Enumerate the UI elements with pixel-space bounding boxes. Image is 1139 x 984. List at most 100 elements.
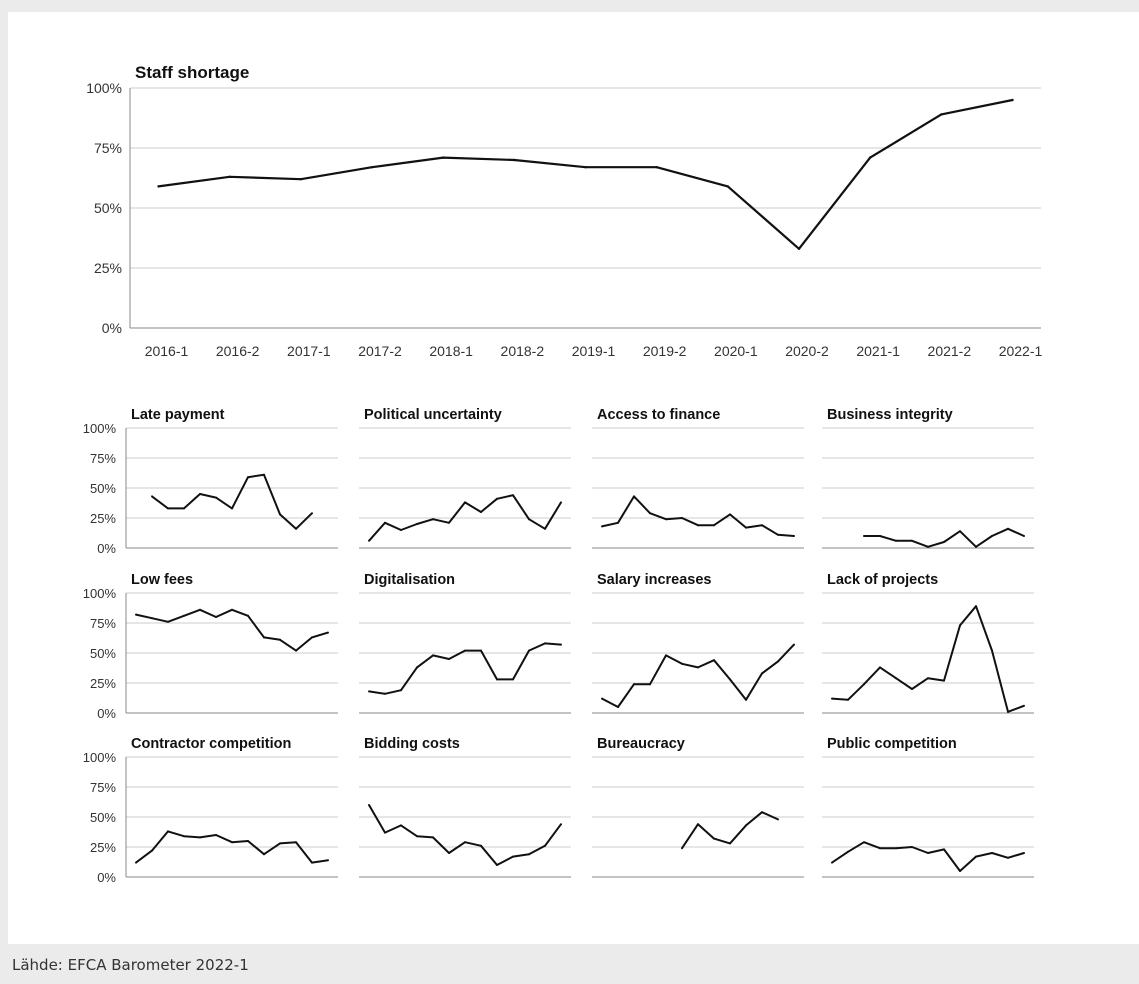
y-tick-label: 25% [90, 511, 116, 526]
data-point [745, 824, 747, 827]
y-tick-label: 50% [90, 481, 116, 496]
data-point [416, 666, 418, 669]
data-point [384, 692, 386, 695]
data-point [726, 185, 730, 188]
data-point [496, 497, 498, 500]
data-point [183, 507, 185, 510]
data-point [183, 835, 185, 838]
data-point [560, 643, 562, 646]
data-point [681, 517, 683, 519]
data-point [432, 654, 434, 657]
data-point [777, 660, 779, 663]
data-point [279, 842, 281, 845]
data-point [327, 859, 329, 862]
data-point [697, 823, 699, 826]
x-tick-label: 2022-1 [999, 343, 1043, 359]
data-point [1023, 852, 1025, 854]
data-point [311, 861, 313, 864]
data-point [368, 539, 370, 542]
data-point [633, 495, 635, 498]
data-point [432, 836, 434, 839]
data-point [665, 654, 667, 657]
data-point [940, 113, 943, 116]
panel-title-low-fees: Low fees [131, 572, 193, 588]
data-point [247, 476, 249, 479]
data-point [649, 683, 651, 686]
data-point [745, 526, 747, 529]
data-point [167, 830, 169, 833]
y-tick-label: 100% [83, 586, 117, 601]
panel-title-business-integrity: Business integrity [827, 407, 953, 423]
data-point [793, 643, 795, 646]
data-point [400, 689, 402, 692]
data-point [370, 166, 374, 169]
data-point [448, 658, 450, 660]
data-point [513, 158, 516, 162]
data-point [617, 521, 619, 524]
series-line-lack-of-projects [831, 605, 1025, 713]
data-point [895, 677, 897, 680]
series-line-business-integrity [864, 527, 1025, 548]
data-point [713, 659, 715, 662]
y-tick-label: 25% [90, 840, 116, 855]
data-point [544, 527, 546, 530]
series-line-access-to-finance [601, 495, 795, 537]
y-tick-label: 0% [97, 541, 116, 556]
data-point [384, 831, 386, 834]
data-point [368, 690, 370, 693]
data-point [991, 852, 993, 854]
data-point [584, 166, 587, 169]
data-point [263, 636, 265, 639]
data-point [681, 662, 683, 665]
data-point [649, 512, 651, 515]
data-point [847, 698, 849, 701]
y-tick-label: 50% [90, 810, 116, 825]
data-point [879, 847, 881, 850]
data-point [295, 841, 297, 844]
data-point [943, 848, 945, 851]
data-point [713, 524, 715, 527]
data-point [713, 837, 715, 840]
data-point [697, 524, 699, 527]
chart-card [8, 12, 1139, 944]
data-point [601, 697, 603, 700]
data-point [959, 530, 961, 533]
data-point [959, 624, 961, 627]
data-point [544, 844, 546, 847]
data-point [681, 847, 683, 850]
data-point [135, 613, 137, 616]
y-tick-label: 0% [97, 870, 116, 885]
data-point [263, 473, 265, 476]
data-point [327, 631, 329, 634]
x-tick-label: 2018-2 [501, 343, 545, 359]
y-tick-label: 50% [90, 646, 116, 661]
data-point [231, 841, 233, 844]
data-point [797, 247, 801, 250]
data-point [151, 617, 153, 620]
y-tick-label: 75% [90, 451, 116, 466]
data-point [544, 642, 546, 645]
data-point [231, 608, 233, 611]
data-point [295, 649, 297, 652]
data-point [927, 545, 929, 548]
data-point [228, 175, 231, 178]
x-tick-label: 2017-1 [287, 343, 331, 359]
data-point [697, 666, 699, 669]
x-tick-label: 2017-2 [358, 343, 402, 359]
data-point [480, 511, 482, 513]
data-point [512, 855, 514, 858]
data-point [311, 636, 313, 639]
panel-title-political-uncertainty: Political uncertainty [364, 407, 502, 423]
y-tick-label: 75% [90, 616, 116, 631]
data-point [231, 507, 233, 510]
x-tick-label: 2016-2 [216, 343, 260, 359]
data-point [560, 823, 562, 826]
series-line-staff-shortage [158, 98, 1013, 250]
data-point [441, 156, 445, 159]
series-line-low-fees [135, 608, 329, 652]
panel-title-contractor-competition: Contractor competition [131, 736, 291, 752]
panel-title-public-competition: Public competition [827, 736, 957, 752]
data-point [868, 156, 872, 159]
data-point [167, 507, 169, 510]
